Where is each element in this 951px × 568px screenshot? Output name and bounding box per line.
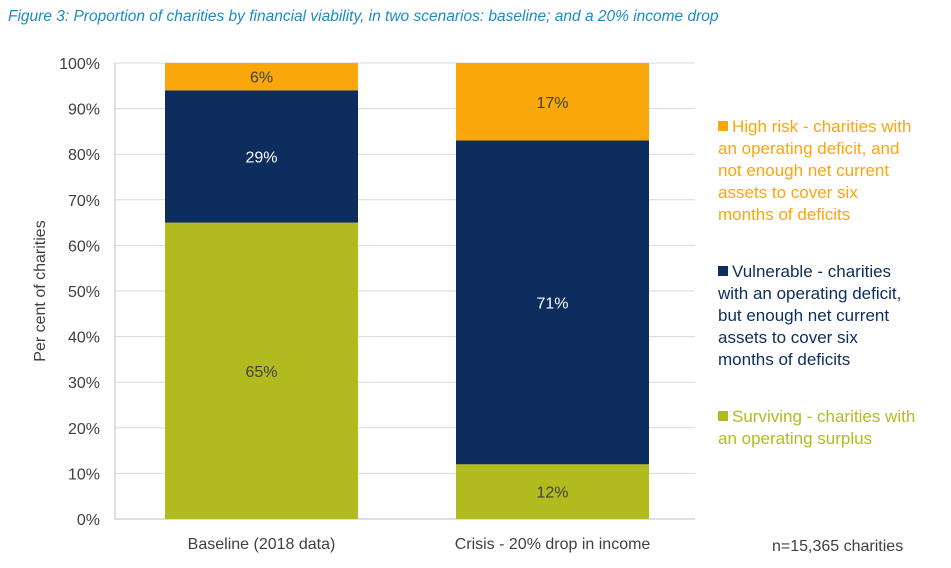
y-tick-label: 20% [68,421,100,438]
data-label: 29% [245,149,277,166]
y-tick-label: 70% [68,193,100,210]
bar-segment [165,90,358,223]
bar-segment [165,222,358,519]
sample-size-note: n=15,365 charities [772,538,904,555]
legend-item-high-risk: High risk - charities with an operating … [718,116,918,226]
legend-item-surviving: Surviving - charities with an operating … [718,406,918,450]
bar-segment [165,63,358,91]
x-tick-label: Crisis - 20% drop in income [455,536,651,553]
data-label: 71% [536,295,568,312]
bar-segment [456,464,649,519]
y-axis-label: Per cent of charities [32,220,49,361]
data-label: 12% [536,485,568,502]
bar-segment [456,63,649,141]
y-tick-label: 50% [68,284,100,301]
x-tick-label: Baseline (2018 data) [188,536,336,553]
y-tick-label: 90% [68,102,100,119]
bar-segment [456,140,649,465]
y-tick-label: 60% [68,238,100,255]
legend-label: High risk - charities with an operating … [718,117,912,224]
y-tick-label: 40% [68,330,100,347]
y-tick-label: 80% [68,147,100,164]
y-tick-label: 10% [68,466,100,483]
legend-swatch [718,411,728,421]
y-tick-label: 30% [68,375,100,392]
data-label: 65% [245,364,277,381]
y-tick-label: 0% [77,512,100,529]
legend-swatch [718,266,728,276]
legend-label: Surviving - charities with an operating … [718,407,916,448]
chart-title: Figure 3: Proportion of charities by fin… [8,8,719,25]
legend-item-vulnerable: Vulnerable - charities with an operating… [718,261,918,371]
data-label: 17% [536,95,568,112]
legend-swatch [718,121,728,131]
legend-label: Vulnerable - charities with an operating… [718,262,902,369]
data-label: 6% [250,70,273,87]
y-tick-label: 100% [59,56,100,73]
